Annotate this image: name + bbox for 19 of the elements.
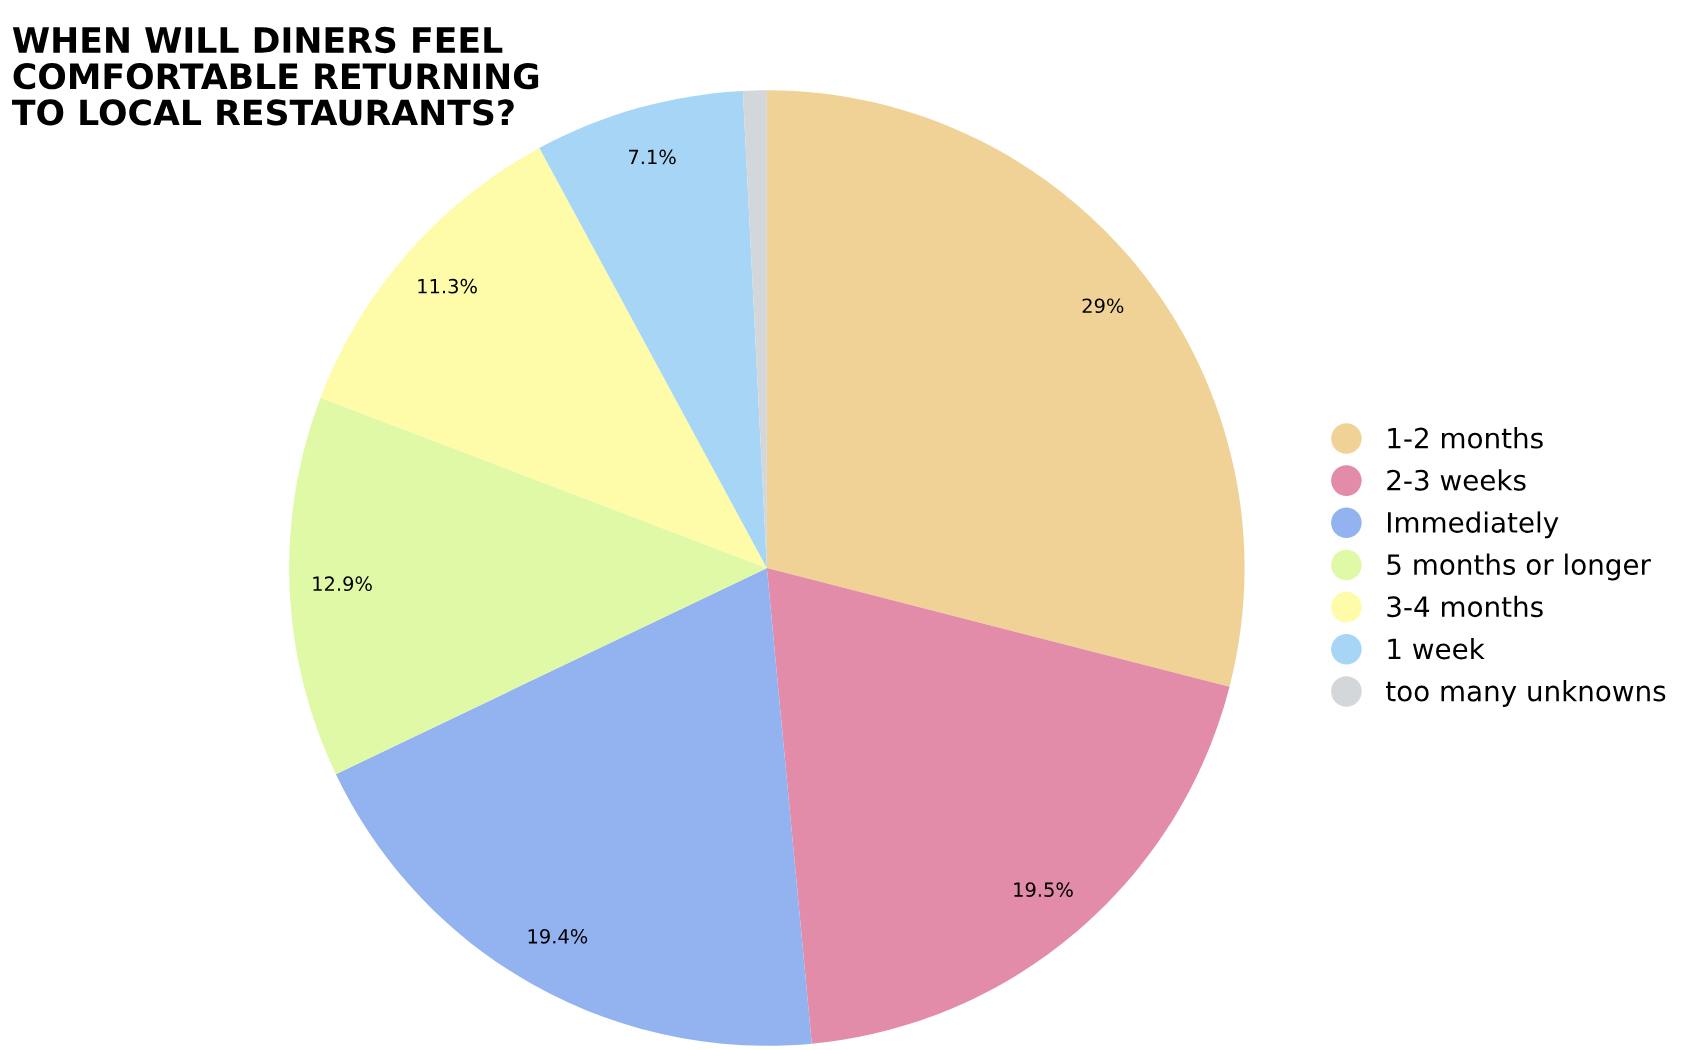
data-label: 12.9% bbox=[313, 576, 372, 592]
data-label: 11.3% bbox=[418, 278, 477, 294]
data-label: 7.1% bbox=[629, 149, 676, 165]
pie-slice bbox=[766, 90, 1245, 687]
chart-title: WHEN WILL DINERS FEEL COMFORTABLE RETURNING TO LOCAL RESTAURANTS? bbox=[12, 26, 539, 126]
legend-label: too many unknowns bbox=[1386, 680, 1666, 707]
legend-label: 5 months or longer bbox=[1387, 553, 1651, 581]
legend-label: 3-4 months bbox=[1387, 595, 1543, 618]
pie-slice bbox=[320, 147, 767, 569]
pie-slice bbox=[289, 397, 767, 775]
data-label: 19.4% bbox=[528, 928, 588, 944]
legend-label: Immediately bbox=[1388, 511, 1559, 539]
legend-label: 2-3 weeks bbox=[1387, 469, 1526, 491]
pie-slice bbox=[766, 568, 1230, 1044]
data-label: 19.5% bbox=[1014, 882, 1073, 897]
data-label: 29% bbox=[1082, 298, 1124, 314]
pie-slice bbox=[539, 90, 767, 569]
legend-label: 1 week bbox=[1388, 637, 1485, 660]
legend-label: 1-2 months bbox=[1388, 427, 1543, 449]
